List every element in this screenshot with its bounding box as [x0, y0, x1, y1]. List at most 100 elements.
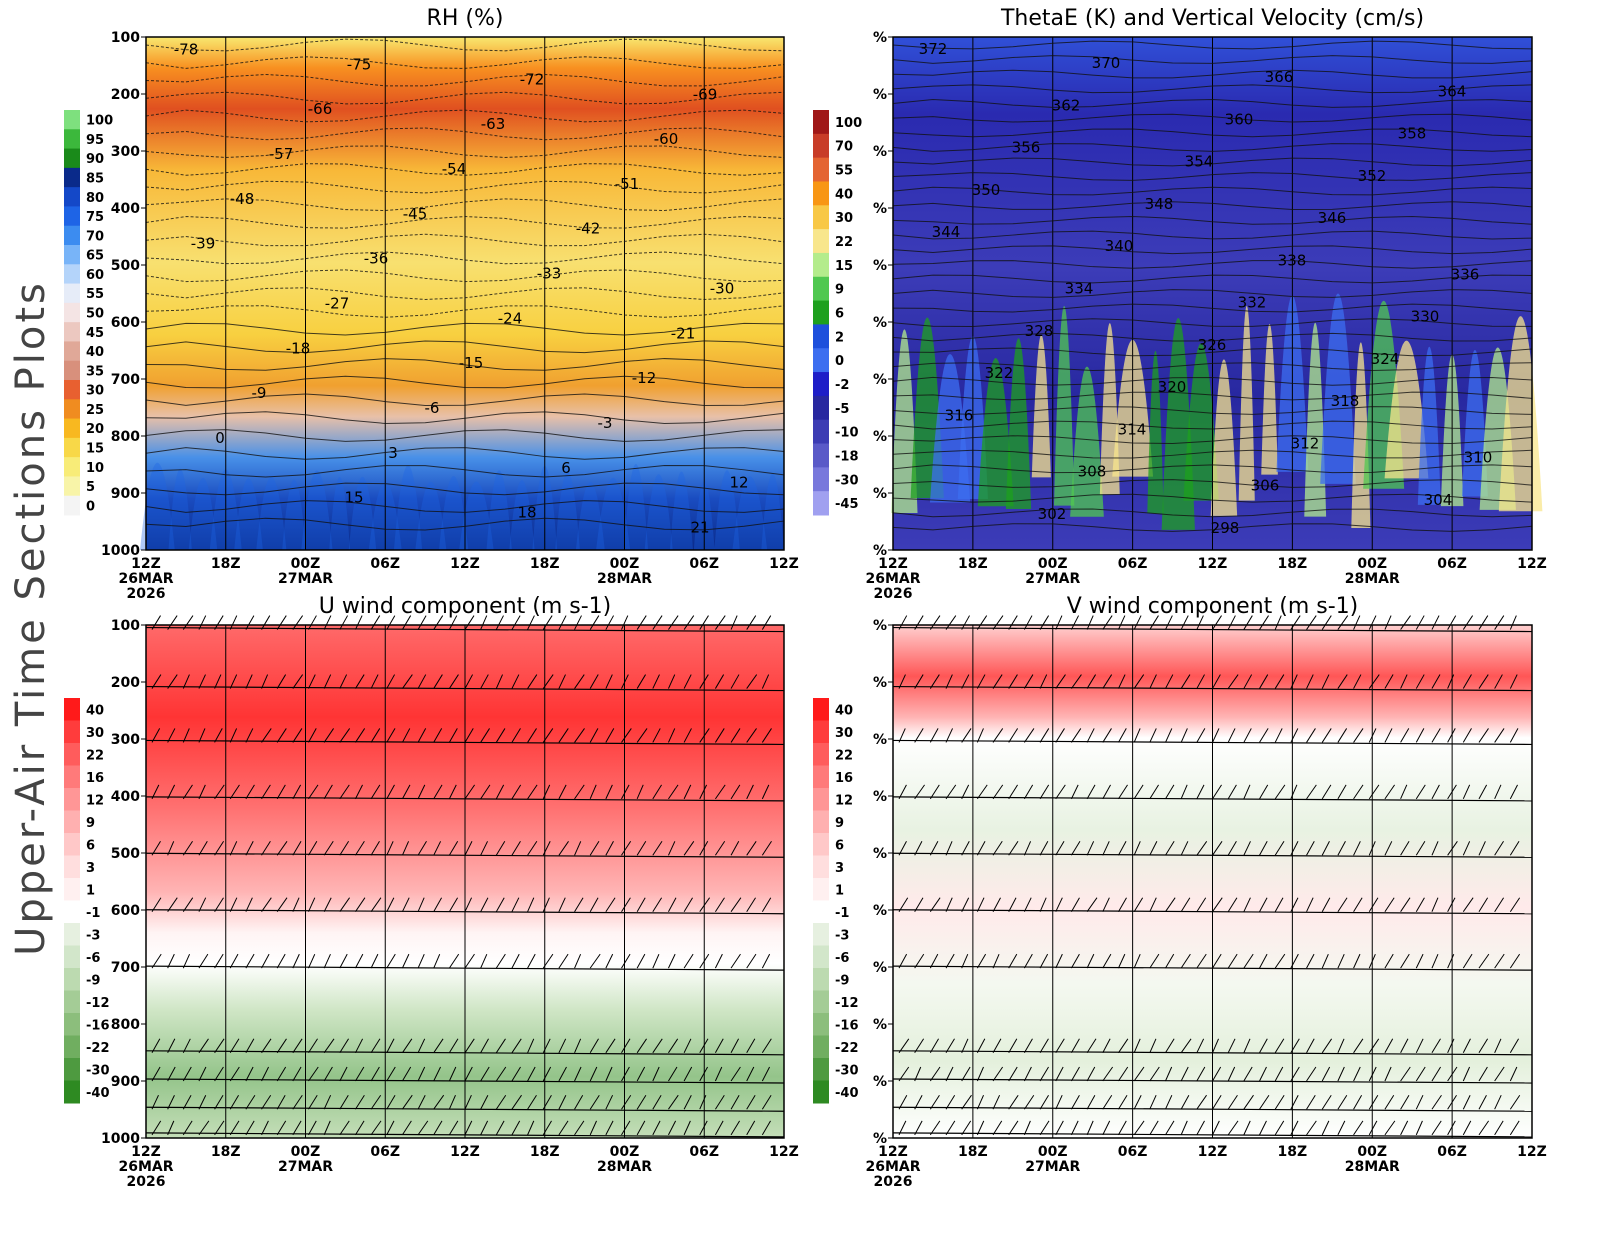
- wind-barb: [914, 841, 923, 856]
- rh-moist-column: [348, 476, 377, 550]
- wind-barb: [668, 1038, 679, 1054]
- wind-barb: [1478, 1038, 1489, 1054]
- wind-barb: [1290, 1120, 1299, 1136]
- contour-line: [892, 464, 1533, 474]
- wind-barb: [323, 674, 332, 689]
- rh-moist-column: [575, 482, 605, 550]
- wind-barb: [683, 1120, 691, 1136]
- wind-barb: [1306, 953, 1315, 969]
- wind-barb: [652, 897, 663, 912]
- wind-barb: [1039, 615, 1050, 630]
- wind-barb: [683, 841, 695, 856]
- wind-barb: [558, 674, 566, 689]
- wind-barb: [914, 1120, 923, 1136]
- wind-barb: [433, 1094, 445, 1110]
- wind-barb: [714, 784, 726, 800]
- wind-barb: [1384, 728, 1393, 743]
- wind-barb: [167, 897, 178, 912]
- wind-barb: [1212, 953, 1222, 969]
- wind-barb: [1039, 1038, 1049, 1054]
- rh-moist-column: [761, 473, 784, 550]
- colorbar-swatch: [64, 1035, 80, 1059]
- wind-barb: [1306, 897, 1314, 912]
- wind-barb: [292, 1094, 303, 1110]
- colorbar-label: 6: [835, 307, 844, 322]
- wind-barb: [1306, 674, 1314, 689]
- wind-barb: [1086, 784, 1096, 800]
- colorbar-label: -2: [835, 378, 849, 393]
- wind-barb: [1353, 841, 1361, 856]
- wind-barb: [1368, 728, 1377, 743]
- wind-barb: [621, 615, 629, 630]
- wind-barb: [229, 897, 238, 912]
- wind-barb: [652, 1094, 662, 1110]
- wind-barb: [1055, 674, 1066, 689]
- x-date-label: 26MAR: [865, 1159, 920, 1175]
- wind-barb: [699, 674, 709, 689]
- wind-barb: [1055, 1120, 1064, 1136]
- wind-barb: [276, 897, 288, 913]
- x-tick-label: 12Z: [1517, 1144, 1547, 1160]
- y-tick-label: 1000: [101, 1131, 140, 1147]
- colorbar-swatch: [64, 476, 80, 497]
- wind-barb: [527, 728, 537, 743]
- wind-barb: [1071, 728, 1082, 743]
- colorbar-swatch: [813, 300, 829, 325]
- panel-thetae: ThetaE (K) and Vertical Velocity (cm/s) 1…: [813, 6, 1547, 602]
- wind-barb: [898, 953, 908, 969]
- wind-barb: [480, 1120, 489, 1136]
- wind-barb: [1290, 1038, 1300, 1054]
- wind-barb: [308, 1120, 317, 1136]
- vv-plume: [1210, 359, 1238, 516]
- contour-label: 298: [1211, 519, 1240, 537]
- wind-barb: [1384, 1120, 1396, 1136]
- wind-barb: [417, 841, 427, 856]
- colorbar-label: 40: [835, 703, 853, 718]
- wind-barb: [464, 784, 476, 800]
- wind-barb: [1353, 1038, 1364, 1054]
- wind-barb: [1196, 728, 1206, 743]
- wind-barb: [1133, 897, 1144, 912]
- wind-barb: [386, 728, 396, 743]
- wind-barb: [1070, 1038, 1080, 1054]
- wind-barb: [276, 615, 287, 630]
- wind-barb: [652, 1038, 663, 1054]
- wind-barb: [1008, 841, 1019, 856]
- wind-barb: [1039, 1066, 1049, 1082]
- y-tick-label: %: [873, 543, 887, 559]
- wind-barb: [1071, 674, 1082, 689]
- x-tick-label: 00Z: [1038, 1144, 1068, 1160]
- colorbar: 100 70 55 40 30 22 15 9 6 2 0 -2 -5 -10 -18 -30 -45: [813, 110, 862, 516]
- wind-barb: [433, 897, 443, 912]
- wind-barb: [276, 1094, 286, 1110]
- y-tick-label: %: [873, 789, 887, 805]
- contour-label: -51: [615, 175, 640, 193]
- wind-barb: [976, 1095, 984, 1110]
- wind-barb: [1274, 1094, 1285, 1110]
- colorbar-label: 9: [835, 816, 844, 831]
- wind-barb: [355, 897, 366, 912]
- contour-label: -63: [481, 115, 506, 133]
- wind-barb: [1180, 1066, 1189, 1082]
- wind-barb: [589, 1038, 599, 1054]
- wind-barb: [668, 1066, 678, 1082]
- colorbar-label: 40: [86, 703, 104, 718]
- wind-barb: [992, 728, 1004, 743]
- wind-barb: [355, 1066, 365, 1082]
- wind-barb: [1462, 953, 1473, 969]
- wind-barb: [1149, 1095, 1157, 1110]
- wind-barb: [1008, 1120, 1019, 1136]
- wind-barb: [1431, 1066, 1442, 1082]
- contour-label: 308: [1078, 463, 1107, 481]
- wind-barb: [761, 615, 772, 630]
- wind-barb: [1462, 728, 1472, 743]
- wind-barb: [945, 674, 953, 689]
- y-tick-label: 900: [111, 486, 140, 502]
- wind-barb: [542, 1120, 552, 1136]
- rh-moist-column: [168, 468, 192, 550]
- wind-barb: [339, 953, 348, 969]
- colorbar-swatch: [64, 110, 80, 130]
- wind-barb: [714, 1120, 724, 1136]
- colorbar-swatch: [64, 380, 80, 400]
- wind-barb: [527, 897, 535, 912]
